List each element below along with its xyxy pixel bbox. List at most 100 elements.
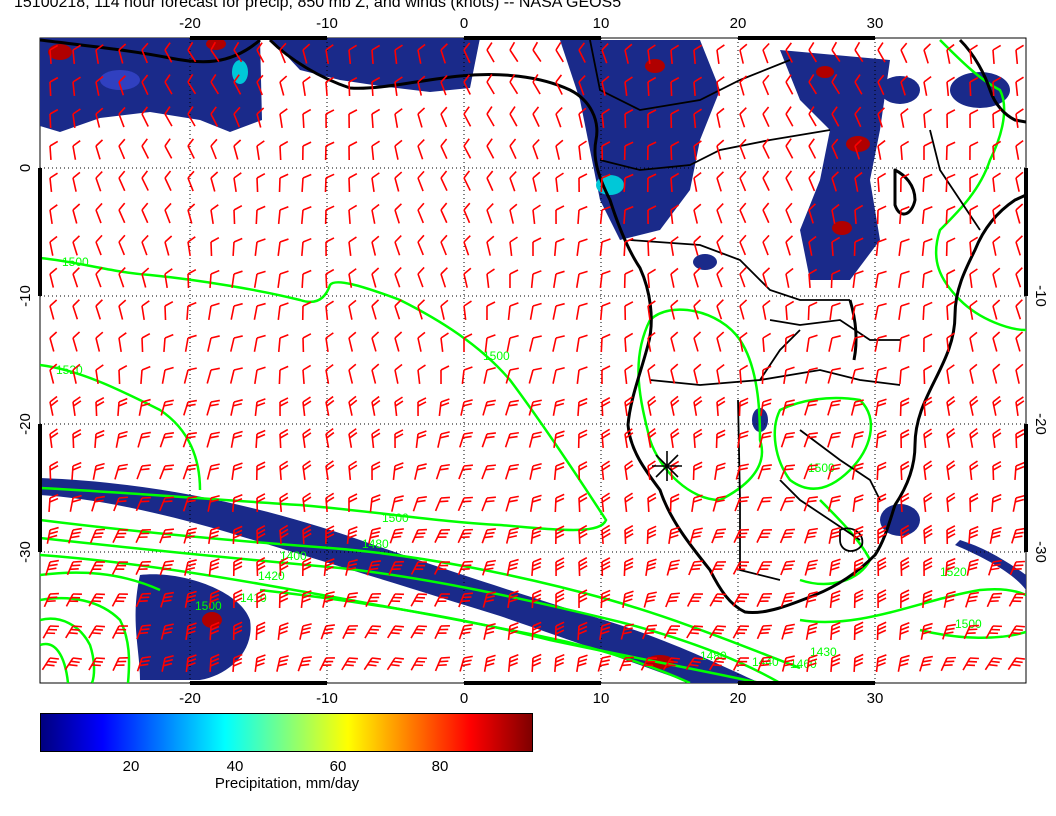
wind-barb (231, 462, 243, 480)
lon-ticks-top: -20 -10 0 10 20 30 (179, 15, 883, 32)
wind-barb (394, 44, 403, 65)
wind-barb (920, 622, 933, 640)
wind-barb (923, 333, 933, 353)
wind-barb (624, 396, 634, 416)
wind-barb (463, 267, 472, 288)
wind-barb (233, 172, 242, 192)
wind-barb (900, 429, 910, 449)
wind-barb (1007, 657, 1025, 671)
wind-barb (965, 591, 979, 608)
wind-barb (804, 399, 818, 416)
wind-barb (528, 335, 542, 352)
wind-barb (325, 525, 335, 545)
wind-barb (693, 428, 703, 449)
wind-barb (232, 237, 243, 257)
wind-barb (670, 76, 680, 97)
wind-barb (232, 653, 243, 673)
wind-barb (762, 234, 770, 256)
contour-label: 1500 (195, 599, 222, 613)
wind-barb (348, 299, 357, 320)
wind-barb (624, 43, 633, 64)
wind-barb (531, 653, 542, 673)
wind-barb (946, 428, 956, 448)
wind-barb (716, 234, 724, 256)
wind-barb (457, 496, 473, 512)
wind-barb (72, 140, 81, 160)
wind-barb (647, 300, 656, 320)
wind-barb (670, 331, 679, 352)
wind-barb (623, 205, 634, 225)
wind-barb (114, 463, 128, 480)
wind-barb (969, 268, 978, 288)
wind-barb (577, 205, 588, 225)
wind-barb (92, 462, 105, 480)
wind-barb (670, 44, 680, 65)
wind-barb (111, 593, 128, 607)
wind-barb (555, 74, 563, 95)
wind-barb (417, 331, 426, 352)
wind-barb (992, 140, 1002, 161)
wind-barb (434, 529, 450, 543)
wind-barb (394, 396, 404, 417)
wind-barb (619, 656, 634, 672)
wind-barb (601, 42, 609, 64)
wind-barb (532, 138, 540, 160)
lon-tick-label: 30 (867, 15, 884, 32)
wind-barb (758, 431, 772, 448)
wind-barb (277, 206, 289, 225)
lat-tick-label: 0 (17, 164, 34, 172)
wind-barb (670, 267, 679, 288)
wind-barb (877, 589, 887, 609)
wind-barb (670, 204, 679, 225)
wind-barb (371, 299, 380, 320)
wind-barb (854, 171, 863, 192)
wind-barb (72, 299, 80, 320)
wind-barb (72, 44, 82, 65)
wind-barb (716, 44, 725, 64)
wind-barb (486, 268, 495, 288)
wind-barb (486, 106, 495, 127)
wind-barb (530, 270, 542, 289)
wind-barb (136, 624, 151, 640)
wind-barb (111, 561, 128, 575)
wind-barb (966, 558, 979, 576)
wind-barb (394, 363, 403, 384)
wind-barb (256, 557, 266, 577)
wind-barb (693, 76, 703, 97)
wind-barb (277, 302, 289, 320)
wind-barb (457, 560, 473, 576)
wind-barb (89, 528, 105, 544)
wind-barb (160, 623, 174, 640)
wind-barb (898, 621, 910, 641)
wind-barb (363, 657, 381, 671)
wind-barb (691, 494, 703, 512)
lat-ticks-right: -10 -20 -30 (1032, 285, 1049, 563)
wind-barb (232, 525, 243, 545)
wind-barb (297, 656, 312, 672)
wind-barb (757, 656, 772, 672)
contour-label: 1460 (790, 657, 817, 671)
wind-barb (779, 496, 795, 512)
wind-barb (230, 430, 243, 448)
wind-barb (577, 621, 588, 641)
wind-barb (440, 43, 448, 64)
wind-barb (325, 332, 334, 352)
wind-barb (532, 204, 541, 225)
wind-barb (831, 41, 841, 63)
wind-barb (624, 492, 634, 513)
wind-barb (601, 141, 611, 161)
wind-barb (578, 524, 588, 545)
wind-barb (206, 399, 220, 416)
wind-barb (969, 76, 979, 97)
wind-barb (874, 302, 887, 320)
wind-barb (394, 429, 404, 449)
wind-barb (164, 138, 173, 159)
wind-barb (302, 108, 312, 129)
wind-barb (207, 494, 220, 512)
wind-barb (256, 107, 265, 128)
wind-barb (756, 496, 772, 512)
wind-barb (505, 495, 519, 512)
wind-barb (532, 41, 542, 63)
wind-barb (279, 492, 289, 513)
wind-barb (710, 561, 726, 575)
